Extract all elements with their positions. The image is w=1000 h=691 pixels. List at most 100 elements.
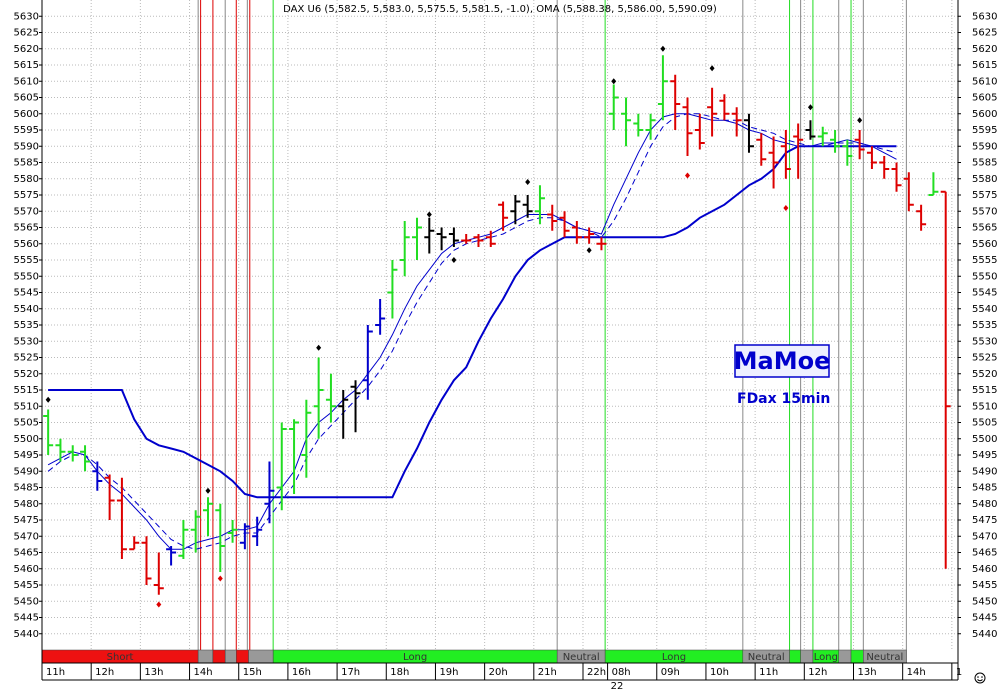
regime-label: Long xyxy=(814,652,838,663)
ohlc-bar xyxy=(805,120,816,140)
ohlc-bar xyxy=(793,123,804,179)
y2-tick-label: 5505 xyxy=(972,418,997,429)
x-tick-label: 14h xyxy=(194,667,213,678)
ohlc-bar xyxy=(412,217,423,260)
regime-label: Long xyxy=(662,652,686,663)
y-tick-label: 5460 xyxy=(14,564,39,575)
y2-tick-label: 5515 xyxy=(972,385,997,396)
x-tick-label: 13h xyxy=(144,667,163,678)
y-tick-label: 5615 xyxy=(14,60,39,71)
y2-tick-label: 5570 xyxy=(972,206,997,217)
pivot-marker xyxy=(217,575,223,582)
ohlc-bar xyxy=(399,221,410,277)
y-tick-label: 5620 xyxy=(14,44,39,55)
chart-title: DAX U6 (5,582.5, 5,583.0, 5,575.5, 5,581… xyxy=(283,4,717,15)
x-tick-label: 1 xyxy=(956,667,962,678)
ohlc-bar xyxy=(866,146,877,169)
y2-tick-label: 5500 xyxy=(972,434,997,445)
grid-layer xyxy=(41,0,958,650)
y-tick-label: 5595 xyxy=(14,125,39,136)
ohlc-bar xyxy=(202,497,213,537)
y-tick-label: 5445 xyxy=(14,613,39,624)
pivot-marker xyxy=(426,211,432,218)
axis-layer: 5440 5440 5445 5445 5450 5450 5455 5455 5460 5460… xyxy=(14,11,997,680)
x-tick-label: 22h xyxy=(587,667,606,678)
regime-segment xyxy=(789,649,801,664)
ohlc-bar xyxy=(571,221,582,244)
signal-layer xyxy=(197,0,907,663)
x-tick-label: 21h xyxy=(538,667,557,678)
y2-tick-label: 5590 xyxy=(972,141,997,152)
pivot-marker xyxy=(611,78,617,85)
y2-tick-label: 5465 xyxy=(972,548,997,559)
ohlc-bar xyxy=(264,461,275,524)
y-tick-label: 5570 xyxy=(14,206,39,217)
ohlc-bar xyxy=(534,185,545,225)
y-tick-label: 5540 xyxy=(14,304,39,315)
ohlc-bar xyxy=(633,113,644,137)
y-tick-label: 5450 xyxy=(14,596,39,607)
ohlc-bar xyxy=(596,237,607,251)
y-tick-label: 5480 xyxy=(14,499,39,510)
ohlc-bar xyxy=(928,172,939,196)
y-tick-label: 5610 xyxy=(14,76,39,87)
ohlc-bar xyxy=(67,445,78,462)
ohlc-bar xyxy=(657,55,668,121)
smiley-mouth xyxy=(977,679,983,682)
y2-tick-label: 5485 xyxy=(972,483,997,494)
ohlc-bar xyxy=(780,130,791,179)
ohlc-bar xyxy=(301,399,312,478)
y2-tick-label: 5525 xyxy=(972,353,997,364)
smiley-eye xyxy=(977,676,979,678)
y-tick-label: 5510 xyxy=(14,401,39,412)
ohlc-bar xyxy=(43,409,54,455)
y2-tick-label: 5565 xyxy=(972,223,997,234)
y2-tick-label: 5610 xyxy=(972,76,997,87)
smiley-eye xyxy=(981,676,983,678)
pivot-marker xyxy=(156,601,162,608)
x-tick-label: 11h xyxy=(46,667,65,678)
regime-segment xyxy=(800,649,814,664)
ohlc-bar xyxy=(707,87,718,137)
y-tick-label: 5575 xyxy=(14,190,39,201)
y-tick-label: 5495 xyxy=(14,450,39,461)
ohlc-bar xyxy=(694,113,705,150)
ohlc-bar xyxy=(719,94,730,121)
ohlc-bar xyxy=(436,227,447,251)
pivot-marker xyxy=(857,117,863,124)
regime-segment xyxy=(197,649,214,664)
y-tick-label: 5530 xyxy=(14,336,39,347)
y2-tick-label: 5510 xyxy=(972,401,997,412)
x-tick-label: 16h xyxy=(292,667,311,678)
y2-tick-label: 5615 xyxy=(972,60,997,71)
ohlc-bar xyxy=(424,217,435,254)
ohlc-bar xyxy=(239,523,250,550)
pivot-marker xyxy=(709,65,715,72)
pivot-marker xyxy=(783,205,789,211)
bar-layer xyxy=(43,45,951,608)
y-tick-label: 5515 xyxy=(14,385,39,396)
y-tick-label: 5455 xyxy=(14,580,39,591)
ohlc-bar xyxy=(743,113,754,153)
x-tick-label: 09h xyxy=(661,667,680,678)
y-tick-label: 5485 xyxy=(14,483,39,494)
ohlc-bar xyxy=(313,357,324,439)
y-tick-label: 5585 xyxy=(14,158,39,169)
smiley-icon xyxy=(974,672,986,684)
y-tick-label: 5555 xyxy=(14,255,39,266)
ohlc-bar xyxy=(80,445,91,472)
regime-segment xyxy=(850,649,864,664)
ohlc-bar xyxy=(178,520,189,559)
y-tick-label: 5600 xyxy=(14,109,39,120)
ohlc-bar xyxy=(153,552,164,595)
y2-tick-label: 5600 xyxy=(972,109,997,120)
moving-average-line xyxy=(48,145,897,499)
y2-tick-label: 5630 xyxy=(972,11,997,22)
y-tick-label: 5545 xyxy=(14,288,39,299)
ohlc-bar xyxy=(879,156,890,179)
regime-label: Neutral xyxy=(748,652,785,663)
ohlc-bar xyxy=(338,390,349,439)
regime-label: Long xyxy=(403,652,427,663)
y2-tick-label: 5475 xyxy=(972,515,997,526)
